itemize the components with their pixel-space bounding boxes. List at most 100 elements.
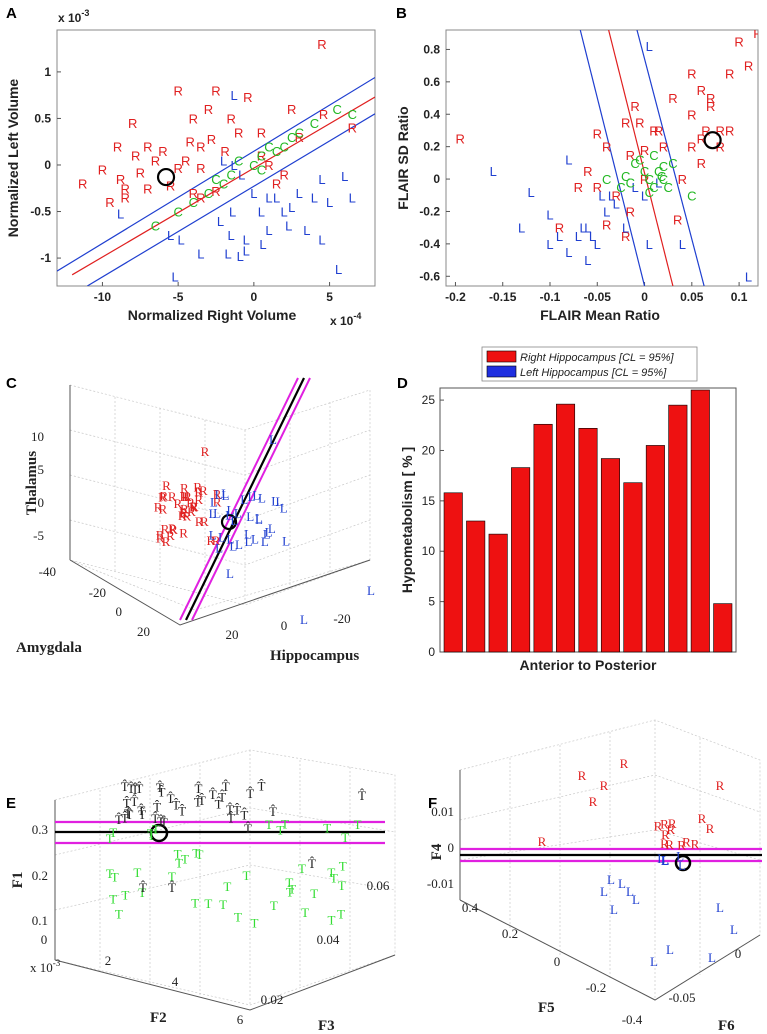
panel-e-ytick: 0.06 — [367, 878, 390, 893]
panel-c-point-r: R — [168, 521, 177, 536]
panel-b-point-l: L — [565, 245, 572, 260]
panel-a-point-l: L — [311, 191, 318, 206]
panel-b-xtick-label: 0 — [641, 290, 648, 304]
panel-b-ytick-label: 0.8 — [423, 42, 440, 56]
panel-a-point-l: L — [238, 167, 245, 182]
panel-b-ytick-label: -0.4 — [419, 237, 440, 251]
panel-c-point-l: L — [265, 524, 273, 539]
panel-a-point-l: L — [228, 228, 235, 243]
panel-a-point-c: C — [211, 172, 220, 187]
panel-a-point-l: L — [224, 246, 231, 261]
panel-c-point-r: R — [190, 499, 199, 514]
panel-a-point-r: R — [264, 158, 273, 173]
panel-b-point-c: C — [649, 180, 658, 195]
panel-e-point-t: T — [106, 866, 114, 881]
panel-b-point-r: R — [555, 221, 564, 236]
panel-f-point-l: L — [657, 851, 665, 866]
panel-f-point-r: R — [620, 756, 629, 771]
panel-c-point-r: R — [194, 492, 203, 507]
panel-c-ztick: 5 — [38, 462, 45, 477]
panel-a-point-r: R — [98, 163, 107, 178]
panel-a-point-r: R — [348, 121, 357, 136]
panel-e-point-t: T — [327, 865, 335, 880]
panel-a-point-r: R — [131, 149, 140, 164]
panel-a-boundary-line — [71, 96, 375, 276]
panel-b-point-r: R — [715, 123, 724, 138]
panel-b-point-c: C — [654, 164, 663, 179]
panel-c-ytick: 0 — [281, 618, 288, 633]
panel-c-point-r: R — [180, 480, 189, 495]
panel-e-point-t: T — [337, 906, 345, 921]
panel-b-point-l: L — [603, 204, 610, 219]
panel-b-point-r: R — [602, 140, 611, 155]
panel-c-point-r: R — [158, 490, 167, 505]
panel-b-point-r: R — [593, 180, 602, 195]
panel-c-xtick: -20 — [89, 585, 106, 600]
panel-e-highlight — [149, 823, 169, 843]
panel-c-point-l: L — [263, 527, 271, 542]
panel-c-point-r: R — [174, 496, 183, 511]
panel-label-c: C — [6, 375, 17, 392]
panel-b-point-c: C — [687, 188, 696, 203]
panel-f-highlight — [674, 854, 692, 872]
panel-b-point-r: R — [635, 115, 644, 130]
panel-e-point-t-hat: T̂ — [124, 806, 132, 821]
panel-e-point-t-hat: T̂ — [135, 781, 143, 796]
panel-b-point-l: L — [584, 253, 591, 268]
panel-b-point-l: L — [641, 188, 648, 203]
panel-e-point-t-hat: T̂ — [157, 814, 165, 829]
panel-e-point-t: T — [204, 896, 212, 911]
panel-a-point-r: R — [151, 153, 160, 168]
panel-a-point-r: R — [295, 130, 304, 145]
panel-b-point-r: R — [734, 34, 743, 49]
panel-e-point-t-hat: T̂ — [115, 812, 123, 827]
panel-a-point-r: R — [116, 172, 125, 187]
panel-a-point-l: L — [273, 191, 280, 206]
panel-a-point-l: L — [318, 232, 325, 247]
panel-f-point-r: R — [665, 837, 674, 852]
panel-e-point-t: T — [219, 897, 227, 912]
panel-f-point-r: R — [716, 778, 725, 793]
panel-b-point-l: L — [608, 188, 615, 203]
panel-c-point-l: L — [240, 492, 248, 507]
panel-b-point-r: R — [753, 26, 762, 41]
panel-e-point-t: T — [196, 847, 204, 862]
panel-c-point-l: L — [258, 491, 266, 506]
panel-c-point-l: L — [229, 539, 237, 554]
panel-e-x-label: F2 — [150, 1010, 167, 1026]
panel-f-point-r: R — [706, 821, 715, 836]
panel-a-point-r: R — [287, 102, 296, 117]
panel-e-point-t: T — [286, 884, 294, 899]
panel-b-point-r: R — [659, 140, 668, 155]
panel-a-point-l: L — [197, 246, 204, 261]
bar — [623, 482, 643, 653]
panel-c-point-l: L — [234, 506, 242, 521]
panel-b-point-l: L — [546, 208, 553, 223]
panel-b-point-c: C — [635, 153, 644, 168]
legend-swatch-left — [486, 365, 517, 378]
panel-e-point-t-hat: T̂ — [215, 796, 223, 811]
panel-e-point-t: T — [270, 898, 278, 913]
panel-a-point-r: R — [207, 132, 216, 147]
panel-b-point-l: L — [556, 229, 563, 244]
panel-e-point-t: T — [330, 870, 338, 885]
bar — [645, 445, 665, 653]
panel-c-highlight — [220, 513, 238, 531]
panel-e-xtick: 0 — [41, 932, 48, 947]
panel-e-point-t-hat: T̂ — [153, 800, 161, 815]
panel-e-point-t-hat: T̂ — [167, 791, 175, 806]
panel-e-point-t: T — [181, 851, 189, 866]
bar — [556, 403, 576, 653]
panel-e-point-t-hat: T̂ — [246, 786, 254, 801]
panel-a-ytick-label: 1 — [44, 65, 51, 79]
panel-c-axes — [69, 559, 371, 626]
panel-a-y-exponent: x 10-3 — [58, 8, 89, 25]
panel-b-point-r: R — [744, 59, 753, 74]
panel-b-point-r: R — [640, 172, 649, 187]
panel-b: -0.2 -0.15 -0.1 -0.05 0 0.05 0.1 0.8 0.6 0.4 0.2 0 -… — [395, 26, 762, 323]
panel-f-z-label: F4 — [429, 843, 445, 860]
panel-b-point-c: C — [657, 169, 666, 184]
panel-b-point-r: R — [668, 91, 677, 106]
panel-f-point-r: R — [661, 827, 670, 842]
